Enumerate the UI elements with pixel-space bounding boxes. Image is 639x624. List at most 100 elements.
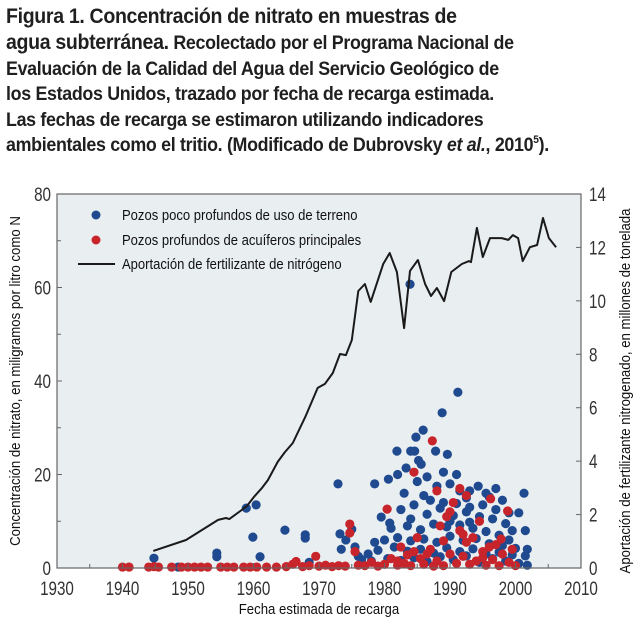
x-tick-label: 1960 xyxy=(237,577,271,599)
shallow-well-point xyxy=(392,446,402,456)
caption-line-6: ambientales como el tritio. (Modificado … xyxy=(6,134,549,157)
legend-marker-deep xyxy=(91,235,101,245)
x-axis-title: Fecha estimada de recarga xyxy=(239,600,400,617)
shallow-well-point xyxy=(370,479,380,489)
y-axis-ticks: 0 20 40 60 80 xyxy=(34,183,62,579)
y2-axis-title: Aportación de fertilizante nitrogenado, … xyxy=(616,208,633,573)
deep-well-point xyxy=(458,551,468,561)
y2-tick-label: 10 xyxy=(589,290,606,312)
deep-well-point xyxy=(429,561,439,571)
legend-label-fertilizer: Aportación de fertilizante de nitrógeno xyxy=(122,256,342,272)
deep-well-point xyxy=(419,559,429,569)
shallow-well-point xyxy=(453,387,463,397)
shallow-well-point xyxy=(418,425,428,435)
shallow-well-point xyxy=(491,504,501,515)
deep-well-point xyxy=(497,549,507,559)
shallow-well-point xyxy=(497,495,507,505)
shallow-well-point xyxy=(451,469,462,480)
shallow-well-point xyxy=(514,508,524,518)
deep-well-point xyxy=(455,483,465,494)
deep-well-point xyxy=(487,554,498,565)
shallow-well-point xyxy=(507,526,517,536)
shallow-well-point xyxy=(519,488,529,498)
deep-well-point xyxy=(222,562,232,572)
shallow-well-point xyxy=(416,459,426,469)
deep-well-point xyxy=(176,562,187,572)
deep-well-point xyxy=(153,562,164,572)
shallow-well-point xyxy=(442,449,452,459)
deep-well-point xyxy=(422,549,432,559)
shallow-well-point xyxy=(248,532,258,542)
shallow-well-point xyxy=(491,483,501,494)
deep-well-point xyxy=(427,436,437,446)
deep-well-point xyxy=(291,556,301,567)
shallow-well-point xyxy=(399,488,409,498)
x-tick-label: 1950 xyxy=(171,577,205,599)
deep-well-point xyxy=(262,562,272,572)
shallow-well-point xyxy=(402,521,413,531)
y2-tick-label: 6 xyxy=(589,397,597,419)
x-tick-label: 1940 xyxy=(106,577,140,599)
deep-well-point xyxy=(451,558,462,568)
y-tick-label: 80 xyxy=(34,183,51,205)
shallow-well-point xyxy=(255,552,265,562)
plot-area xyxy=(57,194,581,568)
shallow-well-point xyxy=(336,544,346,554)
shallow-well-point xyxy=(504,535,514,545)
shallow-well-point xyxy=(487,514,498,524)
caption-line-5: Las fechas de recarga se estimaron utili… xyxy=(6,109,484,131)
y2-tick-label: 0 xyxy=(589,557,597,579)
caption-line-2: agua subterránea. Recolectado por el Pro… xyxy=(6,31,514,55)
deep-well-point xyxy=(461,537,471,547)
shallow-well-point xyxy=(437,408,447,418)
shallow-well-point xyxy=(383,474,394,484)
shallow-well-point xyxy=(373,545,383,555)
deep-well-point xyxy=(345,519,355,529)
y2-axis-ticks: 0 2 4 6 8 10 12 14 xyxy=(576,183,606,579)
deep-well-point xyxy=(474,516,485,526)
shallow-well-point xyxy=(376,512,386,522)
shallow-well-point xyxy=(333,479,343,489)
shallow-well-point xyxy=(481,526,491,537)
shallow-well-point xyxy=(445,479,455,489)
shallow-well-point xyxy=(251,500,261,510)
caption-line-1: Figura 1. Concentración de nitrato en mu… xyxy=(6,5,457,28)
deep-well-point xyxy=(203,562,213,572)
legend-label-deep: Pozos profundos de acuíferos principales xyxy=(122,232,361,248)
y-tick-label: 0 xyxy=(43,557,51,579)
shallow-well-point xyxy=(410,446,420,456)
deep-well-point xyxy=(435,521,445,531)
shallow-well-point xyxy=(405,279,415,289)
deep-well-point xyxy=(494,561,504,571)
shallow-well-point xyxy=(520,551,530,561)
deep-well-point xyxy=(432,486,442,496)
deep-well-point xyxy=(304,561,314,571)
x-axis-ticks: 1930 1940 1950 1960 1970 1980 1990 2000 2010 xyxy=(40,563,598,599)
shallow-well-point xyxy=(478,500,488,510)
shallow-well-point xyxy=(412,476,422,487)
deep-well-point xyxy=(438,536,449,546)
x-tick-label: 1930 xyxy=(40,577,74,599)
deep-well-point xyxy=(345,528,355,538)
deep-well-point xyxy=(496,534,506,544)
shallow-well-point xyxy=(465,502,475,512)
deep-well-point xyxy=(461,490,471,501)
shallow-well-point xyxy=(241,503,251,513)
deep-well-point xyxy=(189,562,200,572)
deep-well-point xyxy=(311,551,321,561)
shallow-well-point xyxy=(379,535,390,545)
shallow-well-point xyxy=(438,467,449,477)
deep-well-point xyxy=(478,553,488,563)
shallow-well-point xyxy=(430,446,441,456)
deep-well-point xyxy=(239,562,249,572)
shallow-well-point xyxy=(422,509,432,519)
deep-well-point xyxy=(445,549,455,559)
shallow-well-point xyxy=(411,432,421,442)
deep-well-point xyxy=(393,556,403,566)
shallow-well-point xyxy=(401,463,411,473)
deep-well-point xyxy=(468,533,478,543)
deep-well-point xyxy=(252,562,262,572)
shallow-well-point xyxy=(419,490,429,501)
caption-line-3: Evaluación de la Calidad del Agua del Se… xyxy=(6,58,499,80)
